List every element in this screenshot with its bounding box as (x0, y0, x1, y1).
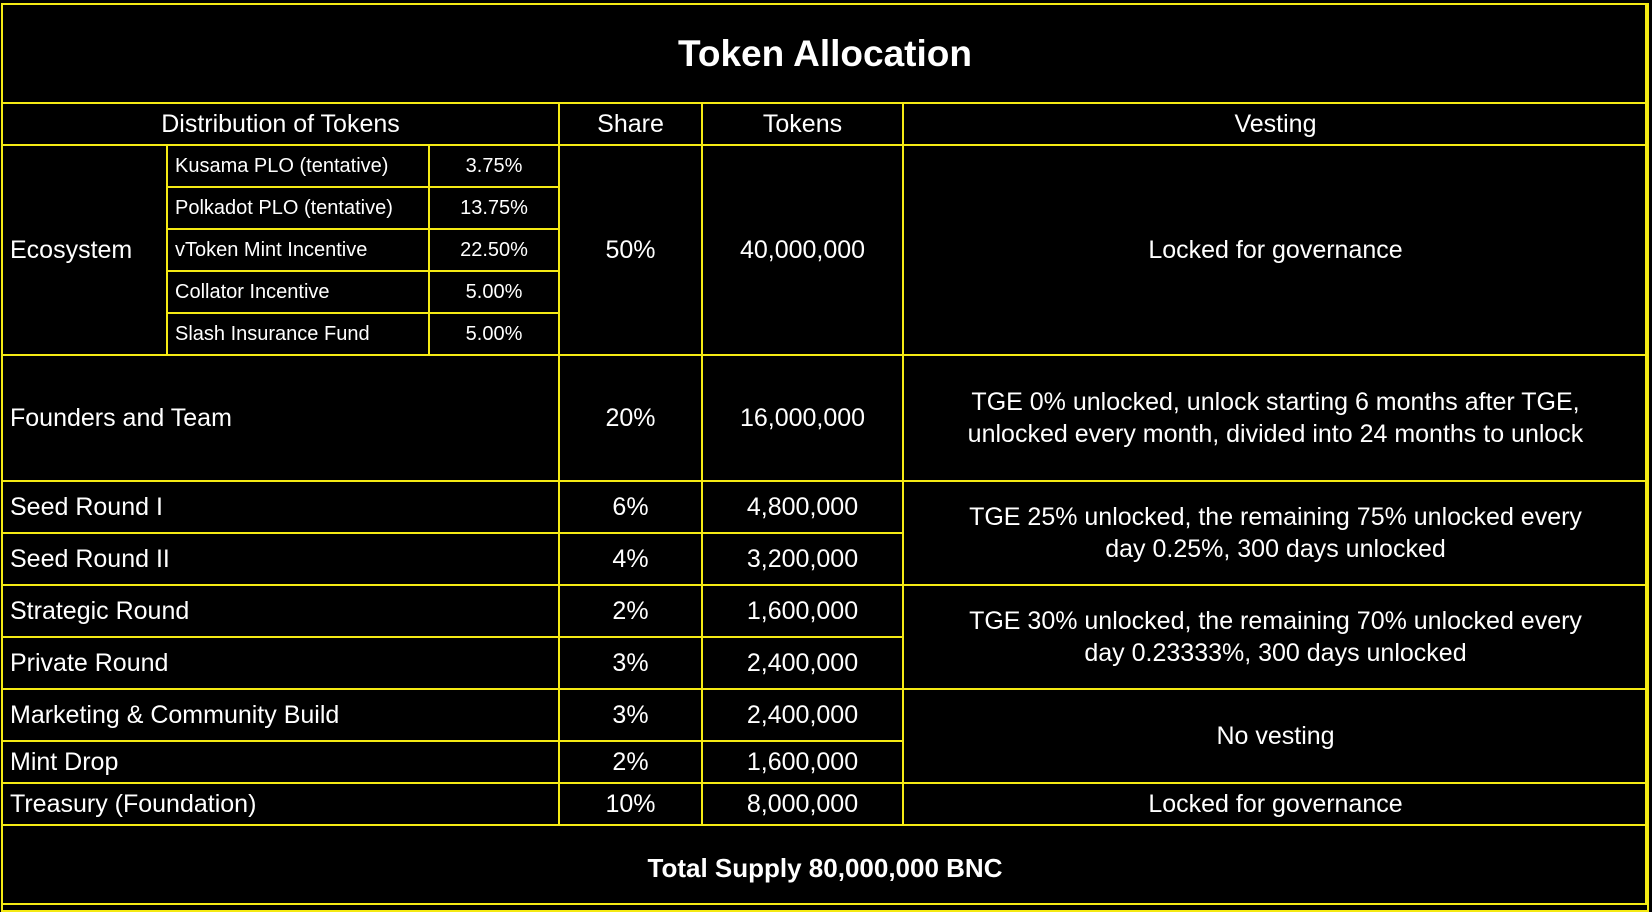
strategic-vesting-line: TGE 30% unlocked, the remaining 70% unlo… (969, 607, 1582, 635)
mintdrop-share: 2% (558, 740, 703, 784)
table-row: Seed Round II 4% 3,200,000 (1, 532, 1648, 586)
table-row: Strategic Round 2% 1,600,000 TGE 30% unl… (1, 584, 1649, 690)
ecosystem-item-pct: 5.00% (428, 270, 560, 314)
table-row: Treasury (Foundation) 10% 8,000,000 Lock… (1, 782, 1649, 826)
private-name: Private Round (1, 636, 560, 690)
seed-vesting-line: TGE 25% unlocked, the remaining 75% unlo… (969, 503, 1582, 531)
founders-share: 20% (558, 354, 703, 482)
table-row: Private Round 3% 2,400,000 (1, 636, 1648, 690)
treasury-name: Treasury (Foundation) (1, 782, 560, 826)
ecosystem-item-name: Kusama PLO (tentative) (166, 144, 430, 188)
ecosystem-item-pct: 3.75% (428, 144, 560, 188)
ecosystem-share: 50% (558, 144, 703, 356)
ecosystem-vesting: Locked for governance (902, 144, 1649, 356)
treasury-tokens: 8,000,000 (701, 782, 904, 826)
founders-vesting-line: TGE 0% unlocked, unlock starting 6 month… (971, 388, 1580, 416)
no-vesting: No vesting (902, 688, 1649, 784)
strategic-name: Strategic Round (1, 584, 560, 638)
founders-vesting-line: unlocked every month, divided into 24 mo… (967, 420, 1584, 448)
table-row: Seed Round I 6% 4,800,000 TGE 25% unlock… (1, 480, 1649, 586)
marketing-share: 3% (558, 688, 703, 742)
seed2-tokens: 3,200,000 (701, 532, 904, 586)
strategic-vesting-line: day 0.23333%, 300 days unlocked (1084, 639, 1467, 667)
header-vesting: Vesting (902, 102, 1649, 146)
table-row: Mint Drop 2% 1,600,000 (1, 740, 1648, 784)
strategic-share: 2% (558, 584, 703, 638)
ecosystem-item-name: Slash Insurance Fund (166, 312, 430, 356)
founders-name: Founders and Team (1, 354, 560, 482)
seed2-share: 4% (558, 532, 703, 586)
ecosystem-item-name: Collator Incentive (166, 270, 430, 314)
mintdrop-name: Mint Drop (1, 740, 560, 784)
table-row: Slash Insurance Fund 5.00% (2, 312, 1648, 356)
ecosystem-item-name: Polkadot PLO (tentative) (166, 186, 430, 230)
seed1-name: Seed Round I (1, 480, 560, 534)
treasury-share: 10% (558, 782, 703, 826)
total-row: Total Supply 80,000,000 BNC (1, 824, 1649, 912)
marketing-tokens: 2,400,000 (701, 688, 904, 742)
table-title: Token Allocation (1, 3, 1649, 104)
seed-vesting: TGE 25% unlocked, the remaining 75% unlo… (902, 480, 1649, 586)
founders-vesting: TGE 0% unlocked, unlock starting 6 month… (902, 354, 1649, 482)
total-supply: Total Supply 80,000,000 BNC (1, 824, 1649, 912)
header-distribution: Distribution of Tokens (1, 102, 560, 146)
ecosystem-tokens: 40,000,000 (701, 144, 904, 356)
treasury-vesting: Locked for governance (902, 782, 1649, 826)
ecosystem-item-pct: 5.00% (428, 312, 560, 356)
private-tokens: 2,400,000 (701, 636, 904, 690)
ecosystem-item-name: vToken Mint Incentive (166, 228, 430, 272)
ecosystem-item-pct: 13.75% (428, 186, 560, 230)
ecosystem-label: Ecosystem (1, 144, 168, 356)
strategic-vesting: TGE 30% unlocked, the remaining 70% unlo… (902, 584, 1649, 690)
seed1-tokens: 4,800,000 (701, 480, 904, 534)
table-row: Collator Incentive 5.00% (2, 270, 1648, 314)
header-row: Distribution of Tokens Share Tokens Vest… (1, 102, 1649, 146)
header-tokens: Tokens (701, 102, 904, 146)
seed2-name: Seed Round II (1, 532, 560, 586)
mintdrop-tokens: 1,600,000 (701, 740, 904, 784)
seed-vesting-line: day 0.25%, 300 days unlocked (1105, 535, 1446, 563)
token-allocation-table: Token Allocation Distribution of Tokens … (1, 3, 1649, 912)
header-share: Share (558, 102, 703, 146)
table-row: Polkadot PLO (tentative) 13.75% (2, 186, 1648, 230)
strategic-tokens: 1,600,000 (701, 584, 904, 638)
founders-tokens: 16,000,000 (701, 354, 904, 482)
seed1-share: 6% (558, 480, 703, 534)
marketing-name: Marketing & Community Build (1, 688, 560, 742)
table-row: Ecosystem Kusama PLO (tentative) 3.75% 5… (1, 144, 1649, 356)
table-row: Marketing & Community Build 3% 2,400,000… (1, 688, 1649, 784)
private-share: 3% (558, 636, 703, 690)
table-row: Founders and Team 20% 16,000,000 TGE 0% … (1, 354, 1649, 482)
ecosystem-item-pct: 22.50% (428, 228, 560, 272)
table-row: vToken Mint Incentive 22.50% (2, 228, 1648, 272)
